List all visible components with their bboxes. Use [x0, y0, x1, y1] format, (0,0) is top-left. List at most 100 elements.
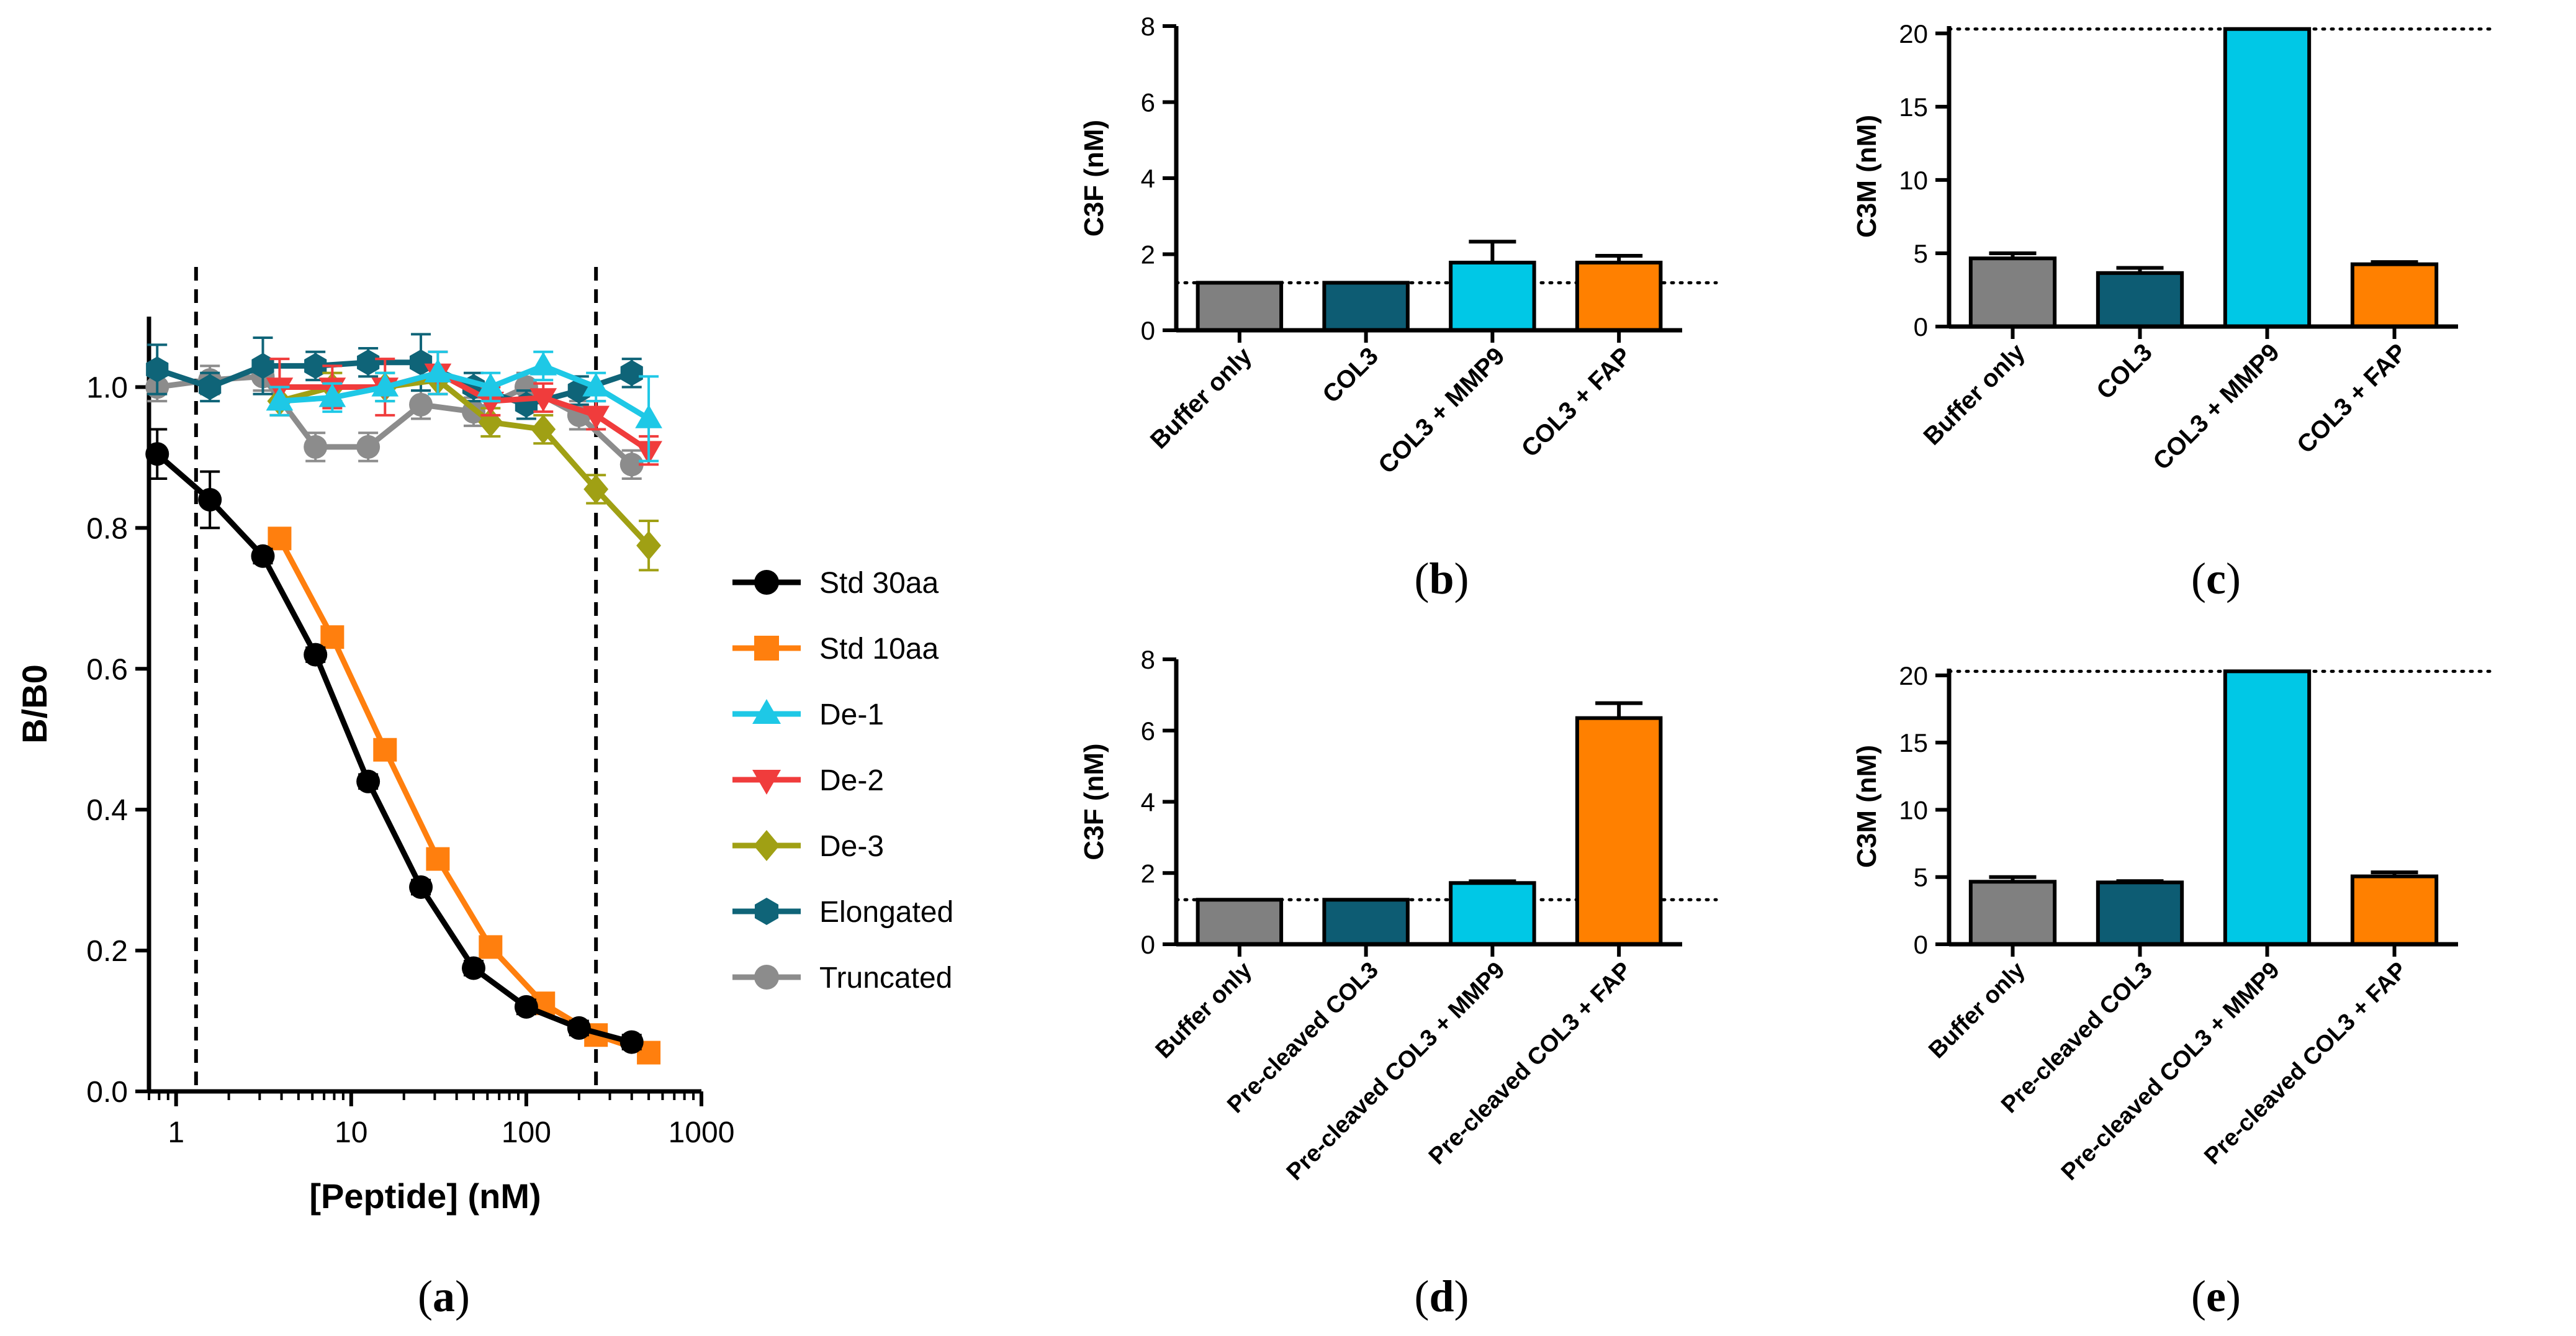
data-point	[583, 474, 609, 504]
panel-letter: a	[433, 1271, 455, 1321]
y-tick-label: 8	[1141, 645, 1155, 674]
y-axis-label: C3M (nM)	[1852, 745, 1882, 868]
legend-label: De-2	[819, 764, 884, 797]
bar	[1968, 256, 2057, 328]
data-point	[619, 1030, 644, 1054]
y-axis-label: C3F (nM)	[1079, 743, 1109, 860]
bar	[1449, 881, 1536, 946]
legend-label: De-1	[819, 698, 884, 731]
legend-label: De-3	[819, 830, 884, 863]
panel-label: (a)	[418, 1271, 470, 1321]
y-tick-label: 0	[1141, 316, 1155, 345]
data-point	[461, 956, 485, 980]
data-point	[582, 372, 610, 397]
x-tick-label: 1000	[669, 1116, 735, 1149]
data-point	[409, 875, 433, 899]
y-tick-label: 0	[1141, 930, 1155, 959]
data-point	[529, 388, 557, 412]
bar	[1322, 898, 1410, 946]
data-point	[635, 404, 662, 428]
category-label: COL3	[1317, 342, 1384, 408]
data-point	[479, 935, 503, 959]
data-point	[318, 383, 346, 407]
bar	[2096, 271, 2184, 329]
panel-letter: b	[1429, 554, 1454, 603]
data-point	[619, 453, 644, 477]
x-tick-label: 100	[502, 1116, 551, 1149]
y-tick-label: 20	[1899, 661, 1928, 690]
data-point	[636, 530, 662, 561]
x-axis-label: [Peptide] (nM)	[309, 1176, 541, 1216]
bar	[2096, 880, 2184, 946]
panel-label: (c)	[2191, 554, 2241, 603]
bar	[2350, 874, 2439, 946]
data-point	[251, 544, 275, 568]
data-point	[356, 435, 381, 459]
data-point	[266, 387, 294, 411]
data-point	[424, 358, 452, 382]
data-point	[531, 414, 556, 445]
y-tick-label: 0.4	[86, 794, 128, 827]
y-tick-label: 1.0	[86, 371, 128, 404]
y-tick-label: 0	[1914, 930, 1928, 959]
y-tick-label: 2	[1141, 240, 1155, 269]
legend-label: Std 10aa	[819, 633, 939, 666]
y-axis-label: C3M (nM)	[1852, 115, 1882, 238]
y-tick-label: 20	[1899, 19, 1928, 48]
data-point	[373, 738, 397, 762]
y-tick-label: 2	[1141, 859, 1155, 888]
y-tick-label: 5	[1914, 863, 1928, 892]
bar	[1322, 281, 1410, 332]
y-tick-label: 0.6	[86, 653, 128, 686]
legend-marker	[754, 898, 779, 925]
category-label: COL3 + FAP	[2292, 338, 2412, 459]
data-point	[356, 769, 381, 793]
data-point	[529, 351, 557, 376]
y-tick-label: 8	[1141, 12, 1155, 41]
data-point	[567, 1016, 591, 1040]
y-axis-label: C3F (nM)	[1079, 120, 1109, 237]
category-label: Pre-cleaved COL3 + FAP	[2199, 957, 2412, 1170]
x-tick-label: 1	[168, 1116, 184, 1149]
legend-marker	[754, 636, 779, 661]
bar	[1575, 260, 1663, 333]
legend-marker	[754, 570, 779, 595]
y-tick-label: 5	[1914, 239, 1928, 268]
line-chart-panel-a: 0.0 0.2 0.4 0.6 0.8 1.0 1 10 100 1000 [Peptide] (n…	[15, 267, 953, 1321]
y-tick-label: 10	[1899, 795, 1928, 824]
series-line	[156, 359, 633, 408]
category-label: COL3 + FAP	[1516, 342, 1637, 463]
data-point	[477, 372, 505, 397]
y-tick-label: 6	[1141, 88, 1155, 117]
y-axis-label: B/B0	[15, 664, 54, 744]
category-label: COL3	[2091, 338, 2158, 405]
data-point	[620, 359, 643, 386]
data-point	[145, 442, 169, 466]
bar	[1196, 281, 1284, 332]
data-point	[357, 349, 380, 376]
y-tick-label: 0	[1914, 312, 1928, 341]
legend-label: Std 30aa	[819, 567, 939, 600]
data-point	[268, 526, 292, 551]
data-point	[251, 353, 274, 379]
category-label: COL3 + MMP9	[2148, 338, 2285, 476]
data-point	[304, 643, 328, 667]
data-point	[304, 353, 327, 379]
bar	[1575, 716, 1663, 946]
bar	[1196, 898, 1284, 946]
series-std-10aa	[268, 526, 661, 1065]
legend-label: Elongated	[819, 896, 953, 929]
panel-letter: c	[2206, 554, 2226, 603]
category-label: Buffer only	[1924, 957, 2030, 1064]
legend-label: Truncated	[819, 962, 952, 995]
data-point	[409, 392, 433, 417]
y-tick-label: 0.0	[86, 1076, 128, 1109]
category-label: COL3 + MMP9	[1373, 342, 1510, 479]
data-point	[320, 625, 345, 649]
y-tick-label: 0.2	[86, 935, 128, 968]
y-tick-label: 4	[1141, 164, 1155, 193]
panel-label: (e)	[2191, 1271, 2241, 1321]
